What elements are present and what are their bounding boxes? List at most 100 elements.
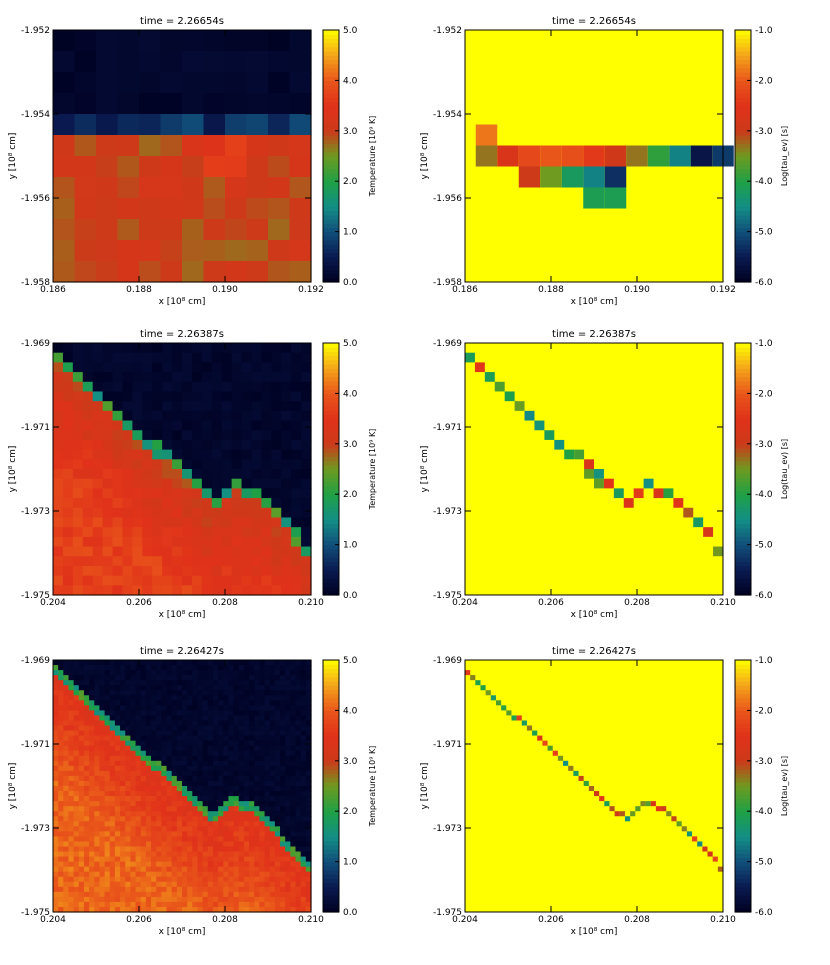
heatmap-cell	[140, 796, 147, 802]
heatmap-cell	[114, 861, 121, 868]
heatmap-cell	[182, 72, 205, 94]
heatmap-cell	[53, 735, 59, 742]
heatmap-cell	[120, 896, 126, 903]
heatmap-cell	[122, 507, 133, 519]
heatmap-cell	[53, 791, 59, 797]
colorbar-segment	[735, 55, 751, 60]
colorbar-segment	[735, 844, 751, 850]
heatmap-cell	[83, 680, 90, 686]
heatmap-cell	[135, 770, 142, 777]
heatmap-cell	[221, 556, 233, 567]
heatmap-cell	[305, 755, 312, 762]
heatmap-cell	[187, 831, 193, 837]
heatmap-cell	[218, 796, 224, 802]
heatmap-cell	[271, 478, 282, 489]
heatmap-cell	[63, 886, 70, 893]
colorbar-segment	[735, 84, 751, 90]
heatmap-cell	[171, 690, 178, 696]
heatmap-cell	[140, 710, 147, 717]
heatmap-cell	[151, 821, 157, 827]
heatmap-cell	[58, 760, 64, 767]
heatmap-cell	[109, 866, 116, 873]
heatmap-cell	[285, 821, 291, 827]
heatmap-cell	[152, 498, 163, 509]
heatmap-cell	[135, 826, 142, 832]
heatmap-cell	[104, 871, 111, 878]
heatmap-cell	[202, 901, 209, 908]
heatmap-cell	[120, 821, 126, 827]
heatmap-cell	[264, 670, 271, 676]
heatmap-cell	[207, 705, 214, 711]
heatmap-cell	[63, 685, 70, 691]
heatmap-cell	[78, 836, 85, 843]
colorbar-label: Temperature [10⁹ K]	[368, 429, 377, 511]
heatmap-cell	[305, 816, 312, 822]
heatmap-cell	[83, 801, 90, 807]
heatmap-cell	[191, 459, 203, 470]
heatmap-cell	[228, 861, 235, 868]
heatmap-cell	[161, 720, 168, 727]
heatmap-cell	[192, 851, 199, 858]
heatmap-cell	[161, 881, 168, 888]
heatmap-cell	[202, 816, 209, 822]
heatmap-cell	[112, 469, 124, 480]
heatmap-cell	[271, 372, 282, 383]
colorbar-segment	[323, 347, 339, 352]
heatmap-cell	[238, 876, 245, 883]
heatmap-cell	[295, 680, 302, 686]
y-tick-label: -1.971	[21, 423, 50, 433]
heatmap-cell	[289, 114, 312, 136]
heatmap-cell	[94, 700, 101, 706]
heatmap-cell	[197, 826, 204, 832]
heatmap-cell	[112, 439, 124, 451]
heatmap-cell	[301, 507, 312, 519]
heatmap-cell	[259, 881, 266, 888]
heatmap-cell	[223, 846, 230, 853]
heatmap-cell	[94, 806, 101, 812]
heatmap-cell	[212, 806, 219, 812]
heatmap-cell	[151, 891, 157, 898]
heatmap-cell	[162, 556, 173, 567]
heatmap-cell	[300, 670, 307, 676]
colorbar-segment	[323, 519, 339, 525]
heatmap-cell	[140, 806, 147, 812]
heatmap-cell	[96, 72, 119, 94]
heatmap-cell	[202, 720, 209, 727]
heatmap-cell	[53, 488, 64, 499]
heatmap-cell	[202, 866, 209, 873]
heatmap-cell	[120, 786, 126, 792]
heatmap-cell	[62, 420, 74, 431]
heatmap-cell	[120, 891, 126, 898]
heatmap-cell	[182, 786, 188, 792]
heatmap-cell	[274, 715, 281, 722]
heatmap-cell	[94, 816, 101, 822]
heatmap-cell	[142, 546, 153, 557]
heatmap-cell	[172, 585, 183, 596]
heatmap-cell	[197, 715, 204, 722]
colorbar-segment	[735, 672, 751, 678]
heatmap-cell	[207, 901, 214, 908]
heatmap-cell	[120, 735, 126, 742]
heatmap-cell	[162, 478, 173, 489]
colorbar-segment	[735, 874, 751, 879]
heatmap-cell	[182, 410, 193, 422]
heatmap-cell	[172, 372, 183, 383]
heatmap-cell	[291, 391, 302, 402]
heatmap-cell	[295, 901, 302, 908]
heatmap-cell	[201, 449, 213, 460]
heatmap-cell	[171, 881, 178, 888]
heatmap-cell	[269, 896, 276, 903]
colorbar-segment	[323, 664, 339, 669]
colorbar-segment	[735, 151, 751, 157]
heatmap-cell	[182, 740, 188, 747]
heatmap-cell	[264, 841, 271, 848]
heatmap-cell	[187, 806, 193, 812]
heatmap-cell	[78, 695, 85, 701]
heatmap-cell	[161, 665, 168, 671]
heatmap-cell	[191, 527, 203, 538]
heatmap-cell	[228, 891, 235, 898]
heatmap-cell	[301, 478, 312, 489]
heatmap-cell	[238, 740, 245, 747]
heatmap-cell	[102, 391, 114, 402]
heatmap-cell	[291, 498, 302, 509]
